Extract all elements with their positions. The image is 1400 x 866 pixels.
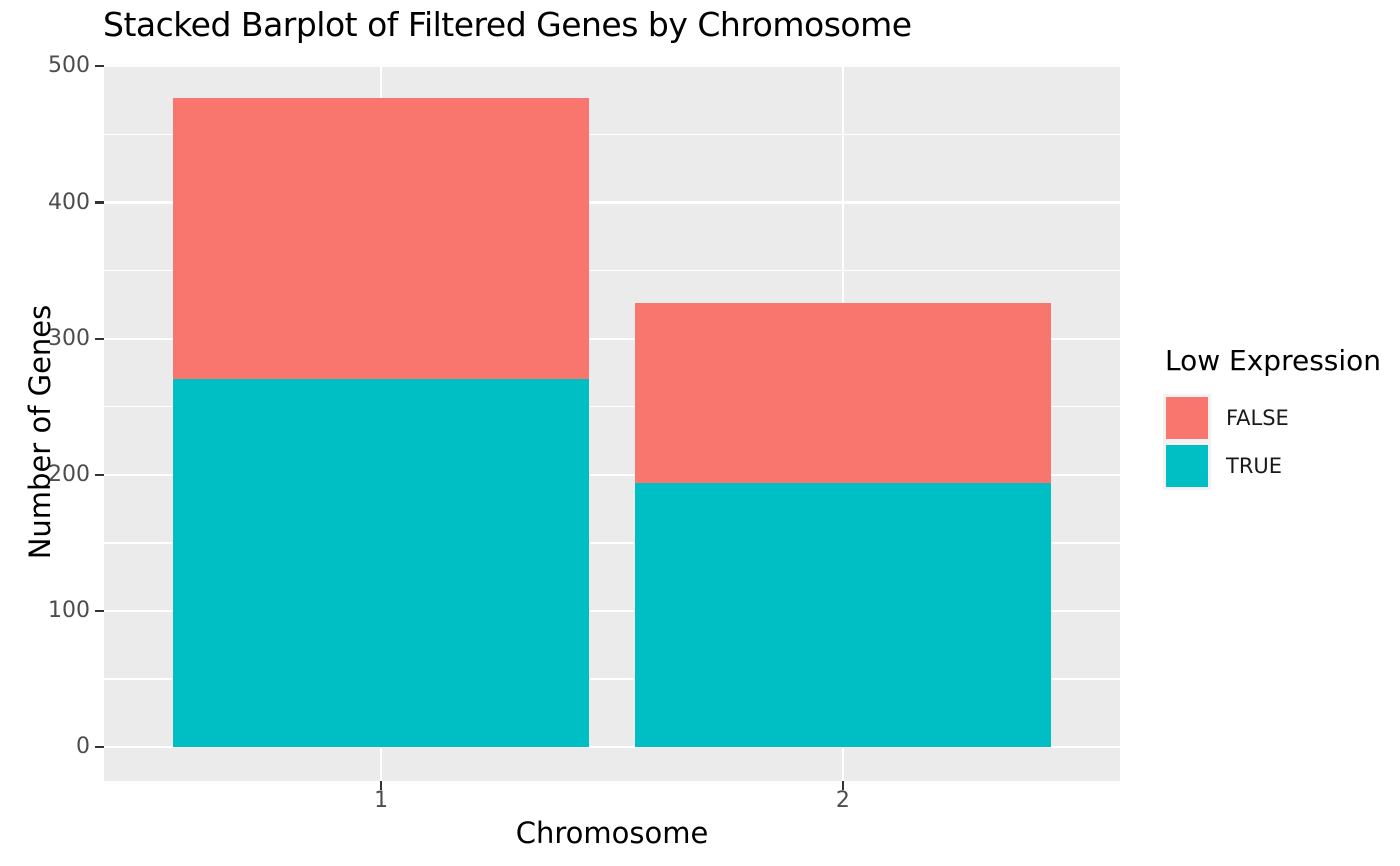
legend-entries: FALSE TRUE bbox=[1163, 394, 1381, 490]
x-tick-mark bbox=[380, 781, 383, 790]
bar-chr2-false-segment bbox=[635, 303, 1051, 483]
legend-label: TRUE bbox=[1226, 454, 1283, 478]
y-tick-label: 500 bbox=[48, 53, 90, 79]
y-tick-label: 100 bbox=[48, 597, 90, 623]
y-tick-label: 200 bbox=[48, 461, 90, 487]
legend: Low Expression FALSE TRUE bbox=[1163, 344, 1381, 490]
x-tick-mark bbox=[841, 781, 844, 790]
y-axis-title: Number of Genes bbox=[23, 304, 57, 560]
y-tick-mark bbox=[95, 745, 104, 749]
major-gridline-y bbox=[104, 337, 1120, 340]
major-gridline-y bbox=[104, 745, 1120, 749]
major-gridline-y bbox=[104, 609, 1120, 612]
chart-title: Stacked Barplot of Filtered Genes by Chr… bbox=[103, 5, 912, 44]
legend-key bbox=[1163, 442, 1211, 490]
legend-title: Low Expression bbox=[1165, 344, 1382, 377]
y-tick-label: 300 bbox=[48, 325, 90, 351]
bar-chr1-true-segment bbox=[173, 379, 589, 747]
x-axis-title: Chromosome bbox=[515, 816, 709, 850]
minor-gridline-y bbox=[104, 542, 1120, 544]
major-gridline-y bbox=[104, 65, 1120, 68]
legend-key bbox=[1163, 394, 1211, 442]
y-tick-mark bbox=[95, 473, 104, 476]
bar-chr1-false-segment bbox=[173, 97, 589, 380]
legend-swatch-true bbox=[1166, 445, 1208, 487]
minor-gridline-y bbox=[104, 269, 1120, 272]
legend-label: FALSE bbox=[1226, 406, 1289, 430]
y-tick-mark bbox=[95, 609, 104, 612]
y-tick-label: 400 bbox=[48, 189, 90, 215]
legend-swatch-false bbox=[1166, 397, 1208, 439]
y-tick-mark bbox=[95, 65, 104, 68]
x-tick-label: 1 bbox=[374, 788, 389, 813]
major-gridline-y bbox=[104, 473, 1120, 476]
legend-entry-true: TRUE bbox=[1163, 442, 1381, 490]
legend-entry-false: FALSE bbox=[1163, 394, 1381, 442]
minor-gridline-y bbox=[104, 133, 1120, 136]
x-tick-label: 2 bbox=[835, 788, 850, 813]
plot-panel bbox=[104, 65, 1120, 781]
minor-gridline-y bbox=[104, 678, 1120, 680]
major-gridline-y bbox=[104, 201, 1120, 204]
minor-gridline-y bbox=[104, 405, 1120, 408]
bar-chr2-true-segment bbox=[635, 482, 1051, 747]
y-tick-label: 0 bbox=[76, 734, 90, 759]
y-tick-mark bbox=[95, 201, 104, 204]
y-tick-mark bbox=[95, 337, 104, 340]
